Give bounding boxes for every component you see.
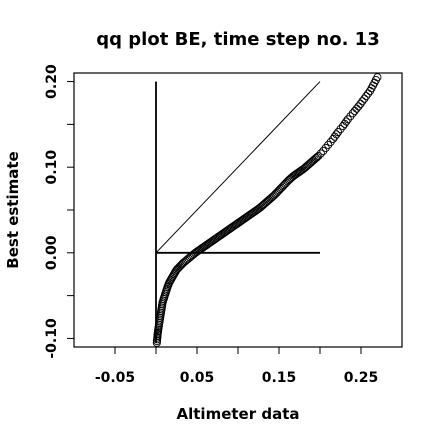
plot-area: -0.05 0.05 0.15 0.25 -0.10 0.00 0.10 0.20 xyxy=(44,64,403,386)
data-point xyxy=(319,146,328,155)
data-point xyxy=(352,104,361,113)
data-point xyxy=(362,92,371,101)
chart-title: qq plot BE, time step no. 13 xyxy=(96,29,379,50)
data-point xyxy=(314,152,323,161)
x-tick-label: -0.05 xyxy=(95,370,135,386)
data-point xyxy=(324,140,333,149)
data-point xyxy=(342,117,351,126)
y-axis-title: Best estimate xyxy=(4,151,22,268)
reference-line xyxy=(155,81,321,254)
y-tick-label: 0.00 xyxy=(44,235,60,270)
y-tick-label: 0.10 xyxy=(44,150,60,185)
y-tick-label: -0.10 xyxy=(44,318,60,359)
data-point xyxy=(316,149,325,158)
x-tick-label: 0.25 xyxy=(344,370,379,386)
data-point xyxy=(354,102,363,111)
data-point xyxy=(311,154,320,163)
x-tick-label: 0.15 xyxy=(262,370,297,386)
data-point xyxy=(358,97,367,106)
data-point xyxy=(343,115,352,124)
data-point xyxy=(333,128,343,137)
data-point xyxy=(346,112,355,121)
data-point xyxy=(321,143,330,152)
data-point xyxy=(356,99,365,108)
data-point xyxy=(350,106,359,116)
data-point xyxy=(336,125,345,134)
x-axis-title: Altimeter data xyxy=(177,405,300,423)
data-point xyxy=(332,130,341,139)
data-point xyxy=(373,73,382,82)
y-tick-label: 0.20 xyxy=(44,64,60,99)
data-point xyxy=(360,94,369,103)
data-point xyxy=(326,137,335,146)
x-tick-label: 0.05 xyxy=(180,370,215,386)
